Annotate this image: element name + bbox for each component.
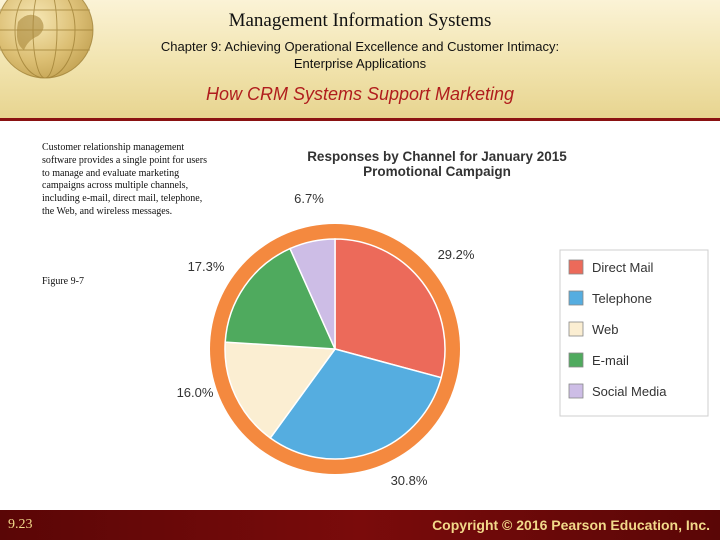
slide-footer: 9.23 Copyright © 2016 Pearson Education,… (0, 510, 720, 540)
slice-value-label: 6.7% (294, 191, 324, 206)
legend-swatch (568, 321, 584, 337)
legend-swatch (568, 383, 584, 399)
pie-slice-social-media (289, 238, 336, 350)
legend-box (559, 249, 709, 417)
legend-label: Web (592, 322, 619, 337)
legend-swatch (568, 290, 584, 306)
slide-title: Management Information Systems (228, 10, 492, 31)
page-number: 9.23 (8, 517, 33, 532)
legend-swatch (568, 352, 584, 368)
header-divider (0, 118, 720, 121)
pie-slice-direct-mail (334, 238, 446, 379)
chapter-subtitle: Chapter 9: Achieving Operational Excelle… (160, 39, 560, 71)
description-text: Customer relationship management softwar… (42, 142, 207, 217)
legend-swatch (568, 259, 584, 275)
slide-header: Management Information Systems Chapter 9… (0, 0, 720, 120)
pie-chart: Responses by Channel for January 2015 Pr… (177, 149, 709, 488)
pie-slice-web (224, 341, 337, 440)
figure-label: Figure 9-7 (42, 276, 84, 287)
slice-value-label: 17.3% (188, 259, 225, 274)
slice-value-label: 30.8% (391, 473, 428, 488)
chart-title-line-1: Responses by Channel for January 2015 (307, 149, 567, 164)
legend-label: Direct Mail (592, 260, 654, 275)
section-title: How CRM Systems Support Marketing (205, 84, 515, 104)
slice-value-label: 16.0% (177, 385, 214, 400)
globe-icon (0, 0, 94, 79)
copyright-text: Copyright © 2016 Pearson Education, Inc. (432, 517, 710, 533)
pie-slice-e-mail (224, 247, 337, 350)
chart-title-line-2: Promotional Campaign (363, 164, 511, 179)
pie-slice-telephone (269, 348, 443, 460)
legend-label: Telephone (592, 291, 652, 306)
legend-label: Social Media (592, 384, 667, 399)
legend-label: E-mail (592, 353, 629, 368)
slice-value-label: 29.2% (438, 247, 475, 262)
